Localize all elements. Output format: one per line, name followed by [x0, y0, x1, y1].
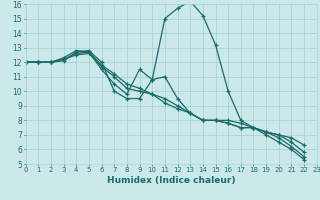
X-axis label: Humidex (Indice chaleur): Humidex (Indice chaleur) — [107, 176, 236, 185]
